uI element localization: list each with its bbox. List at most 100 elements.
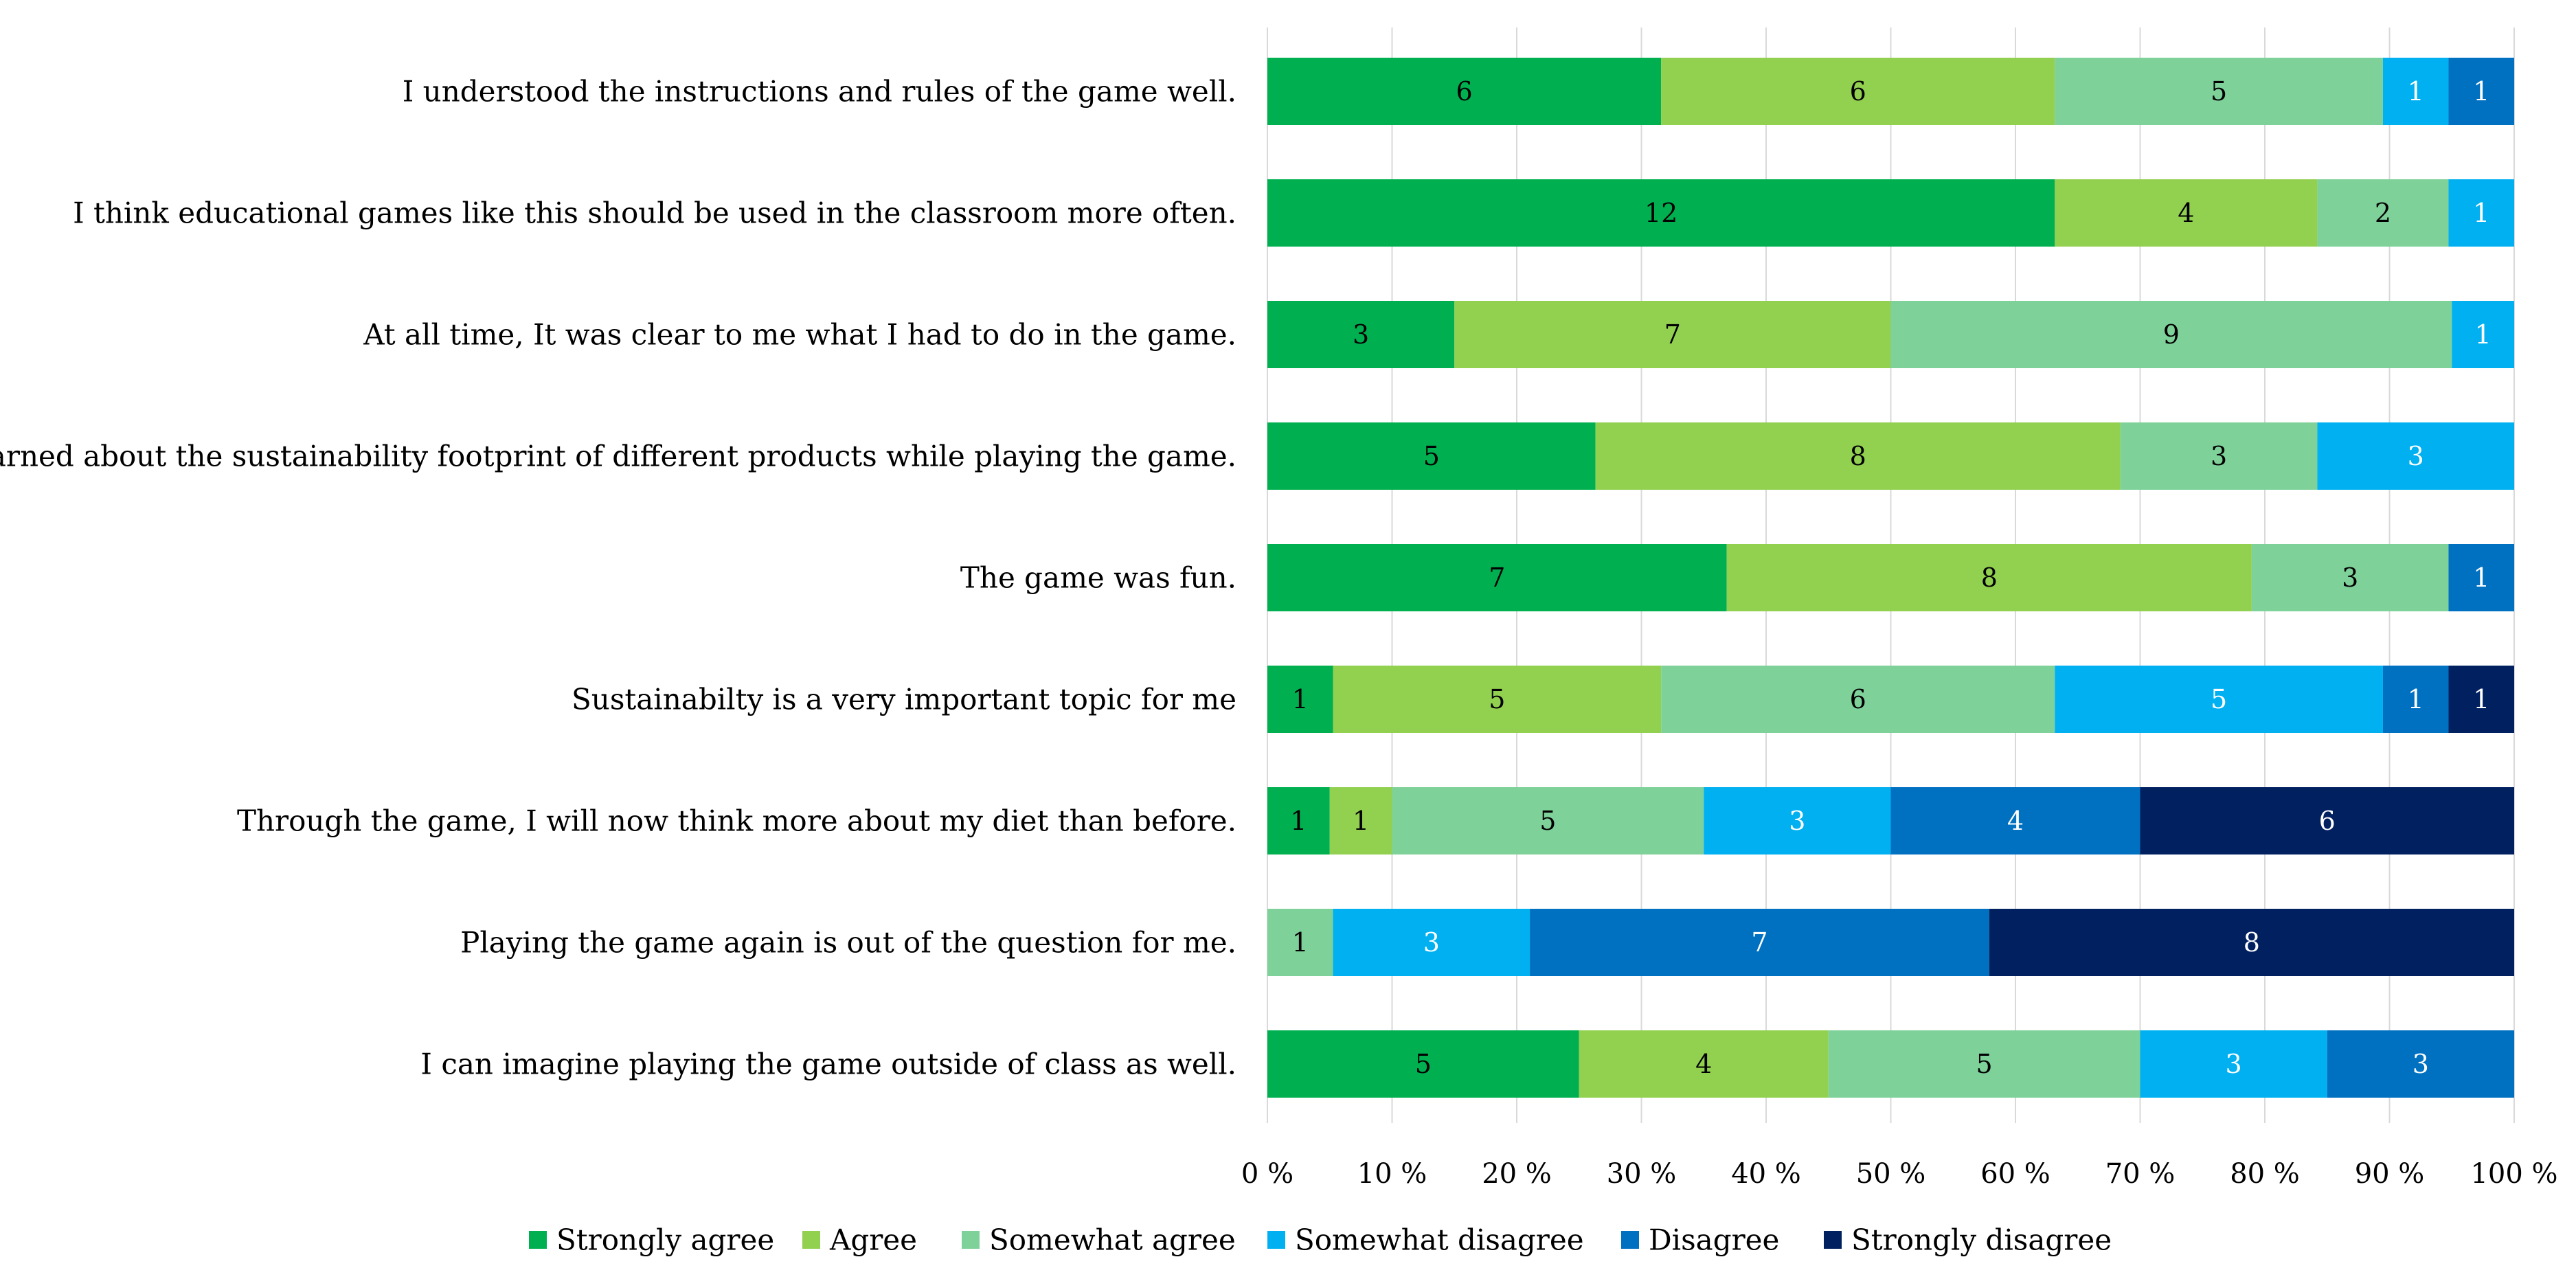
- x-tick-label: 90 %: [2355, 1158, 2425, 1190]
- category-label: I can imagine playing the game outside o…: [420, 1048, 1236, 1081]
- legend-label: Disagree: [1649, 1223, 1779, 1257]
- bar-segment: [1828, 1030, 2140, 1098]
- bar-segment: [1661, 58, 2055, 125]
- legend-swatch: [529, 1231, 547, 1249]
- category-labels: I understood the instructions and rules …: [0, 75, 1236, 1081]
- bar-segment: [2382, 58, 2449, 125]
- x-tick-label: 80 %: [2230, 1158, 2300, 1190]
- bar-segment: [2327, 1030, 2514, 1098]
- legend-swatch: [1267, 1231, 1285, 1249]
- bar-segment: [1661, 666, 2055, 733]
- legend-label: Strongly agree: [556, 1223, 774, 1257]
- x-tick-label: 10 %: [1357, 1158, 1427, 1190]
- bar-segment: [1333, 666, 1662, 733]
- bar-segment: [1890, 301, 2452, 368]
- data-label: 2: [2375, 198, 2391, 228]
- legend-label: Somewhat disagree: [1295, 1223, 1584, 1257]
- bar-segment: [2317, 179, 2449, 247]
- legend-swatch: [1621, 1231, 1639, 1249]
- data-label: 1: [1353, 806, 1369, 836]
- bar-segment: [2251, 544, 2449, 611]
- bar-segment: [1267, 1030, 1579, 1098]
- legend-swatch: [802, 1231, 820, 1249]
- bar-segment: [1530, 909, 1989, 976]
- bar-segment: [1454, 301, 1891, 368]
- legend: Strongly agree Agree Somewhat agree Somewha…: [529, 1223, 2112, 1257]
- bar-segment: [1267, 179, 2055, 247]
- data-label: 5: [2211, 684, 2227, 714]
- legend-label: Somewhat agree: [989, 1223, 1236, 1257]
- data-label: 4: [2178, 198, 2194, 228]
- data-label: 9: [2163, 319, 2180, 350]
- bar-segment: [2055, 58, 2383, 125]
- data-label: 5: [1423, 441, 1440, 471]
- x-tick-label: 20 %: [1482, 1158, 1552, 1190]
- data-label: 8: [2244, 927, 2260, 958]
- category-label: I learned about the sustainability footp…: [0, 440, 1236, 473]
- bar-segment: [2055, 666, 2383, 733]
- category-label: At all time, It was clear to me what I h…: [363, 318, 1236, 352]
- bar-segment: [1267, 422, 1596, 490]
- bar-segment: [1890, 787, 2140, 854]
- data-label: 1: [2408, 684, 2424, 714]
- data-label: 8: [1981, 563, 1998, 593]
- bar-segment: [1267, 301, 1455, 368]
- x-tick-label: 40 %: [1731, 1158, 1801, 1190]
- bar-segment: [2055, 179, 2318, 247]
- category-label: Sustainabilty is a very important topic …: [572, 683, 1236, 716]
- data-label: 5: [1415, 1049, 1432, 1079]
- bar-segment: [1267, 666, 1333, 733]
- bar-segment: [2140, 787, 2514, 854]
- category-label: Playing the game again is out of the que…: [460, 926, 1236, 960]
- data-label: 1: [1290, 806, 1307, 836]
- bar-segment: [2120, 422, 2318, 490]
- data-label: 5: [1489, 684, 1505, 714]
- data-label: 1: [2473, 76, 2489, 106]
- data-label: 3: [2408, 441, 2424, 471]
- bar-segment: [1595, 422, 2121, 490]
- bar-segment: [2448, 179, 2514, 247]
- data-label: 5: [2211, 76, 2227, 106]
- bar-segment: [1329, 787, 1392, 854]
- category-label: Through the game, I will now think more …: [237, 804, 1236, 838]
- data-label: 3: [2413, 1049, 2429, 1079]
- data-label: 3: [1789, 806, 1805, 836]
- data-label: 6: [1456, 76, 1472, 106]
- bar-segment: [1267, 787, 1330, 854]
- bar-segment: [1989, 909, 2514, 976]
- x-axis-tick-labels: 0 % 10 % 20 % 30 % 40 % 50 % 60 % 70 % 80 % 90 % 1…: [1241, 1158, 2558, 1190]
- data-label: 1: [1292, 684, 1309, 714]
- data-label: 3: [2226, 1049, 2242, 1079]
- data-label: 4: [1695, 1049, 1712, 1079]
- data-label: 3: [1353, 319, 1369, 350]
- data-label: 12: [1645, 198, 1677, 228]
- data-label: 6: [1850, 684, 1866, 714]
- x-tick-label: 60 %: [1980, 1158, 2050, 1190]
- bar-segment: [2452, 301, 2514, 368]
- category-label: I think educational games like this shou…: [73, 196, 1236, 230]
- legend-swatch: [1824, 1231, 1842, 1249]
- bar-segment: [1579, 1030, 1829, 1098]
- bar-segment: [1267, 909, 1333, 976]
- data-label: 3: [2342, 563, 2358, 593]
- bar-segment: [1704, 787, 1891, 854]
- data-label: 1: [2408, 76, 2424, 106]
- data-label: 7: [1664, 319, 1681, 350]
- bar-segment: [2140, 1030, 2327, 1098]
- x-tick-label: 100 %: [2470, 1158, 2557, 1190]
- x-tick-label: 0 %: [1241, 1158, 1293, 1190]
- data-label: 6: [1850, 76, 1866, 106]
- bar-segment: [1392, 787, 1704, 854]
- data-label: 5: [1976, 1049, 1993, 1079]
- legend-swatch: [962, 1231, 980, 1249]
- bar-segment: [2448, 544, 2514, 611]
- legend-label: Strongly disagree: [1851, 1223, 2112, 1257]
- data-label: 1: [1292, 927, 1309, 958]
- x-tick-label: 70 %: [2105, 1158, 2176, 1190]
- data-label: 1: [2475, 319, 2492, 350]
- bar-segment: [1267, 58, 1662, 125]
- bar-segment: [2448, 58, 2514, 125]
- bar-segment: [1726, 544, 2252, 611]
- data-label: 7: [1489, 563, 1505, 593]
